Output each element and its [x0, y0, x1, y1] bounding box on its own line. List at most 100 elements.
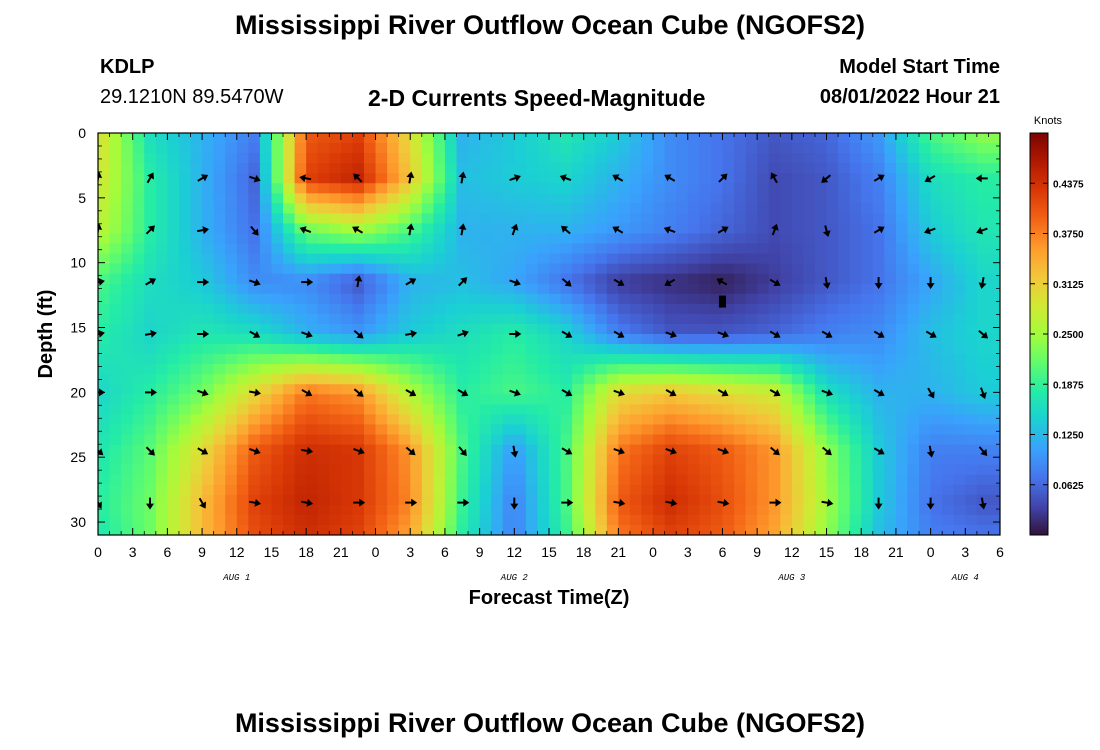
heatmap-cell — [514, 213, 527, 225]
heatmap-cell — [629, 193, 643, 204]
heatmap-cell — [236, 143, 249, 154]
heatmap-cell — [271, 444, 284, 456]
heatmap-cell — [976, 524, 990, 535]
heatmap-cell — [387, 524, 400, 535]
heatmap-cell — [768, 414, 781, 426]
heatmap-cell — [953, 364, 966, 375]
heatmap-cell — [491, 243, 504, 255]
heatmap-cell — [109, 414, 122, 426]
heatmap-cell — [641, 203, 654, 214]
heatmap-cell — [953, 203, 966, 214]
heatmap-cell — [814, 374, 828, 385]
heatmap-cell — [502, 173, 515, 184]
heatmap-cell — [965, 364, 978, 375]
heatmap-cell — [213, 153, 226, 164]
heatmap-cell — [838, 233, 851, 245]
heatmap-cell — [410, 313, 423, 325]
heatmap-cell — [306, 384, 319, 395]
heatmap-cell — [375, 414, 388, 426]
heatmap-cell — [734, 454, 747, 466]
heatmap-cell — [167, 414, 180, 426]
heatmap-cell — [456, 524, 469, 535]
heatmap-cell — [976, 163, 990, 174]
heatmap-cell — [653, 364, 666, 375]
heatmap-cell — [872, 424, 885, 436]
heatmap-cell — [976, 504, 990, 516]
heatmap-cell — [456, 414, 469, 426]
heatmap-cell — [248, 354, 261, 365]
heatmap-cell — [849, 474, 862, 486]
heatmap-cell — [329, 293, 342, 305]
heatmap-cell — [549, 384, 562, 395]
heatmap-cell — [259, 283, 273, 295]
heatmap-cell — [132, 173, 145, 184]
heatmap-cell — [757, 464, 770, 476]
heatmap-cell — [965, 404, 978, 415]
heatmap-cell — [549, 444, 562, 456]
heatmap-cell — [872, 143, 885, 154]
heatmap-cell — [849, 223, 862, 235]
heatmap-cell — [491, 133, 504, 144]
heatmap-cell — [606, 133, 619, 144]
heatmap-cell — [317, 394, 330, 405]
heatmap-cell — [710, 404, 724, 415]
heatmap-cell — [734, 133, 747, 144]
heatmap-cell — [814, 203, 828, 214]
heatmap-cell — [121, 253, 134, 265]
heatmap-cell — [190, 514, 203, 526]
heatmap-cell — [271, 464, 284, 476]
heatmap-cell — [306, 464, 319, 476]
heatmap-cell — [306, 504, 319, 516]
heatmap-cell — [988, 464, 1000, 476]
heatmap-cell — [919, 213, 932, 225]
heatmap-cell — [572, 293, 585, 305]
heatmap-cell — [236, 193, 249, 204]
heatmap-cell — [618, 384, 631, 395]
heatmap-cell — [491, 253, 504, 265]
heatmap-cell — [329, 394, 342, 405]
heatmap-cell — [225, 484, 238, 496]
current-vector-arrow — [924, 175, 936, 183]
heatmap-cell — [757, 163, 770, 174]
heatmap-cell — [814, 323, 828, 335]
heatmap-cell — [213, 364, 226, 375]
heatmap-cell — [884, 223, 897, 235]
heatmap-cell — [525, 293, 539, 305]
heatmap-cell — [780, 203, 793, 214]
heatmap-cell — [653, 213, 666, 225]
heatmap-cell — [98, 313, 111, 325]
heatmap-cell — [202, 524, 215, 535]
heatmap-cell — [907, 364, 920, 375]
heatmap-cell — [387, 374, 400, 385]
current-vector-arrow — [926, 277, 935, 290]
heatmap-cell — [121, 424, 134, 436]
heatmap-cell — [479, 163, 492, 174]
heatmap-cell — [225, 223, 238, 235]
heatmap-cell — [317, 424, 330, 436]
heatmap-cell — [144, 464, 157, 476]
heatmap-cell — [387, 454, 400, 466]
heatmap-cell — [306, 364, 319, 375]
heatmap-cell — [699, 183, 712, 194]
heatmap-cell — [780, 303, 793, 315]
current-vector-arrow — [770, 446, 780, 456]
heatmap-cell — [340, 494, 354, 506]
heatmap-cell — [583, 193, 596, 204]
heatmap-cell — [826, 374, 839, 385]
heatmap-cell — [745, 414, 758, 426]
heatmap-cell — [745, 253, 758, 265]
heatmap-cell — [895, 334, 909, 345]
heatmap-cell — [202, 313, 215, 325]
heatmap-cell — [202, 303, 215, 315]
heatmap-cell — [976, 253, 990, 265]
heatmap-cell — [641, 233, 654, 245]
heatmap-cell — [560, 213, 573, 225]
heatmap-cell — [826, 183, 839, 194]
heatmap-cell — [502, 303, 515, 315]
heatmap-cell — [803, 494, 816, 506]
heatmap-cell — [410, 394, 423, 405]
heatmap-cell — [572, 344, 585, 355]
heatmap-cell — [549, 474, 562, 486]
heatmap-cell — [687, 173, 700, 184]
heatmap-cell — [861, 344, 874, 355]
